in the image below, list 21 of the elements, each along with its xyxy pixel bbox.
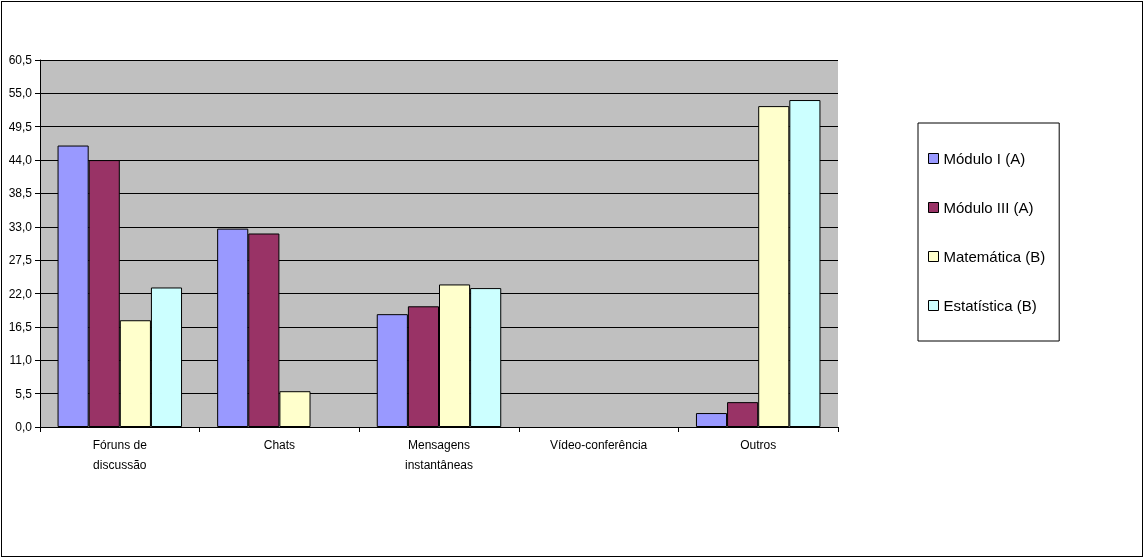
legend-label: Matemática (B) xyxy=(943,248,1046,265)
x-tick-label: Mensagens instantâneas xyxy=(404,438,474,472)
y-tick-label: 33,0 xyxy=(8,219,33,234)
y-tick-label: 49,5 xyxy=(8,119,33,134)
y-tick-label: 60,5 xyxy=(8,53,33,67)
y-tick-label: 5,5 xyxy=(15,386,33,401)
y-tick-label: 27,5 xyxy=(8,253,33,268)
x-tick-label: Outros xyxy=(740,438,777,452)
x-tick-label: Chats xyxy=(263,438,296,452)
x-tick-label: Fóruns de discussão xyxy=(92,438,148,472)
legend-label: Estatística (B) xyxy=(943,297,1037,314)
y-tick-label: 55,0 xyxy=(8,86,33,101)
x-tick-label: Vídeo-conferência xyxy=(549,438,648,452)
y-tick-label: 38,5 xyxy=(8,186,33,201)
y-tick-label: 16,5 xyxy=(8,319,33,334)
legend-label: Módulo III (A) xyxy=(943,199,1034,216)
y-tick-label: 0,0 xyxy=(15,420,33,434)
y-tick-label: 22,0 xyxy=(8,286,33,301)
y-tick-label: 44,0 xyxy=(8,153,33,168)
legend-label: Módulo I (A) xyxy=(943,150,1026,167)
y-tick-label: 11,0 xyxy=(9,353,33,368)
